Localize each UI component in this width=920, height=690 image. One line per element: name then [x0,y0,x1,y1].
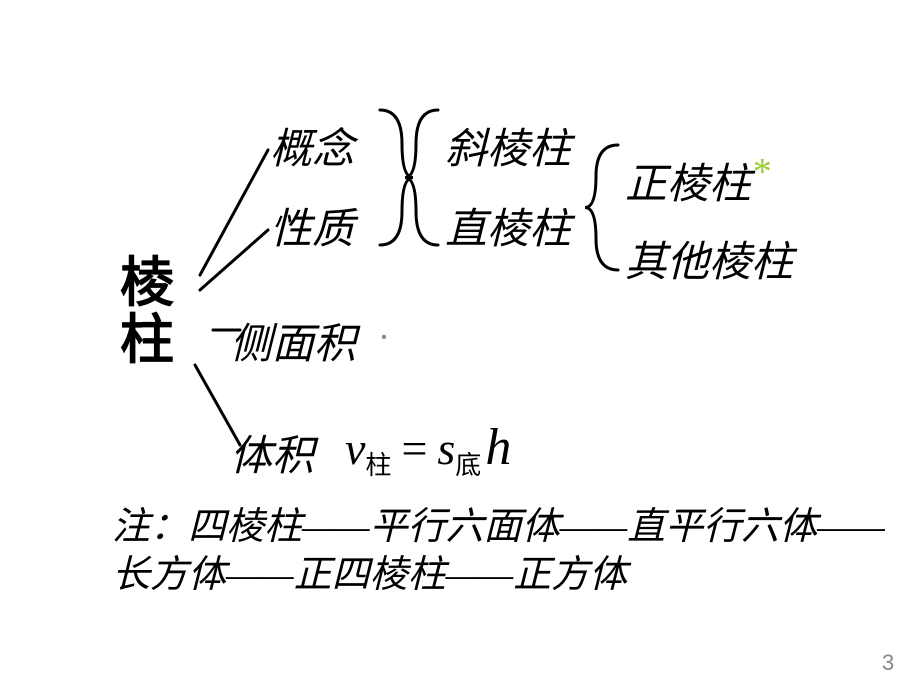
page-number-text: 3 [882,650,894,675]
type-oblique: 斜棱柱 [445,115,571,176]
branch-lateral: 侧面积 [230,310,356,371]
note-line1: 注：四棱柱——平行六面体——直平行六体—— [112,495,885,550]
center-dot-text: · [378,317,390,357]
branch-lateral-text: 侧面积 [230,322,356,368]
root-label: 棱柱 [120,255,174,368]
branch-property: 性质 [270,195,354,256]
note-line1-text: 注：四棱柱——平行六面体——直平行六体—— [112,506,885,548]
center-dot: · [378,316,390,358]
star-icon: * [751,151,770,193]
type-right: 直棱柱 [445,195,571,256]
note-line2-text: 长方体——正四棱柱——正方体 [112,554,627,596]
type-other: 其他棱柱 [625,228,793,289]
page-number: 3 [882,650,894,676]
type-oblique-text: 斜棱柱 [445,127,571,173]
branch-concept: 概念 [270,115,354,176]
branch-volume-text: 体积 [230,434,314,480]
branch-concept-text: 概念 [270,127,354,173]
type-other-text: 其他棱柱 [625,240,793,286]
type-right-text: 直棱柱 [445,207,571,253]
type-regular-text: 正棱柱 [625,162,751,208]
type-regular: 正棱柱* [625,150,770,211]
volume-formula: v柱=s底h [345,418,511,477]
branch-volume: 体积 [230,422,314,483]
root-text: 棱柱 [120,253,174,370]
note-line2: 长方体——正四棱柱——正方体 [112,543,627,598]
branch-property-text: 性质 [270,207,354,253]
